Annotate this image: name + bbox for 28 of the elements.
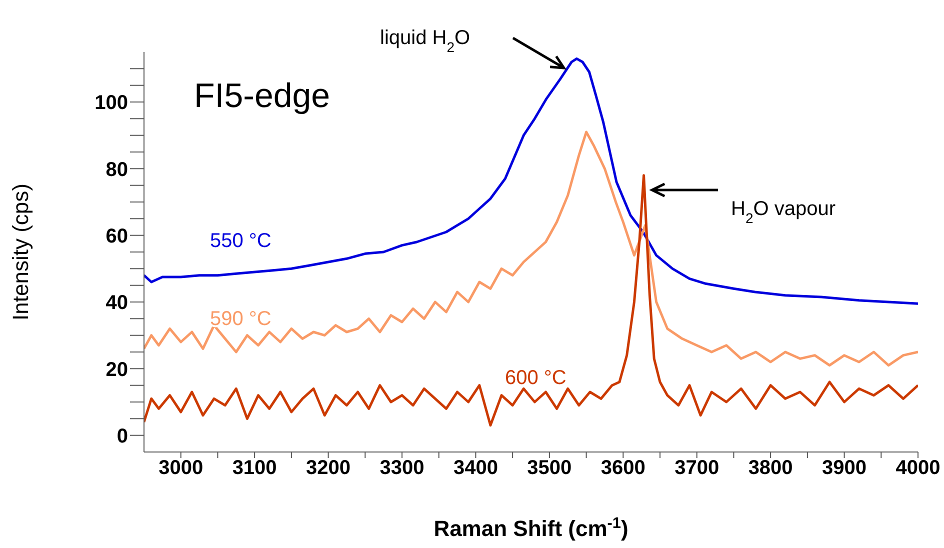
y-tick-label: 60	[106, 225, 128, 248]
series-label: 590 °C	[210, 308, 272, 330]
line-series	[144, 57, 918, 305]
y-tick-label: 40	[106, 292, 128, 314]
y-tick-label: 80	[106, 158, 128, 181]
x-tick-label: 3800	[748, 457, 793, 480]
annotation: liquid H$_{2}$O	[380, 27, 470, 55]
x-tick-label: 3000	[158, 457, 204, 480]
x-axis-title: Raman Shift (cm$^{-1}$)	[434, 514, 628, 541]
y-axis-title: Intensity (cps)	[8, 184, 33, 320]
x-tick-label: 3700	[674, 457, 720, 480]
x-tick-label: 3500	[527, 457, 572, 480]
x-tick-label: 3300	[380, 457, 424, 480]
x-tick-label: 3200	[306, 457, 351, 480]
y-tick-label: 20	[106, 358, 128, 381]
line-series	[144, 130, 918, 367]
series-label: 550 °C	[210, 230, 272, 252]
text: FI5-edge	[194, 77, 330, 115]
y-tick-label: 0	[116, 425, 128, 448]
x-tick-label: 3400	[453, 457, 498, 480]
annotation: H$_{2}$O vapour	[731, 198, 836, 226]
line-series	[144, 174, 918, 427]
series-label: 600 °C	[505, 367, 566, 389]
x-tick-label: 4000	[896, 457, 940, 480]
x-tick-label: 3100	[232, 457, 277, 480]
y-tick-label: 100	[94, 92, 128, 114]
x-tick-label: 3900	[822, 457, 867, 480]
x-tick-label: 3600	[600, 457, 646, 480]
